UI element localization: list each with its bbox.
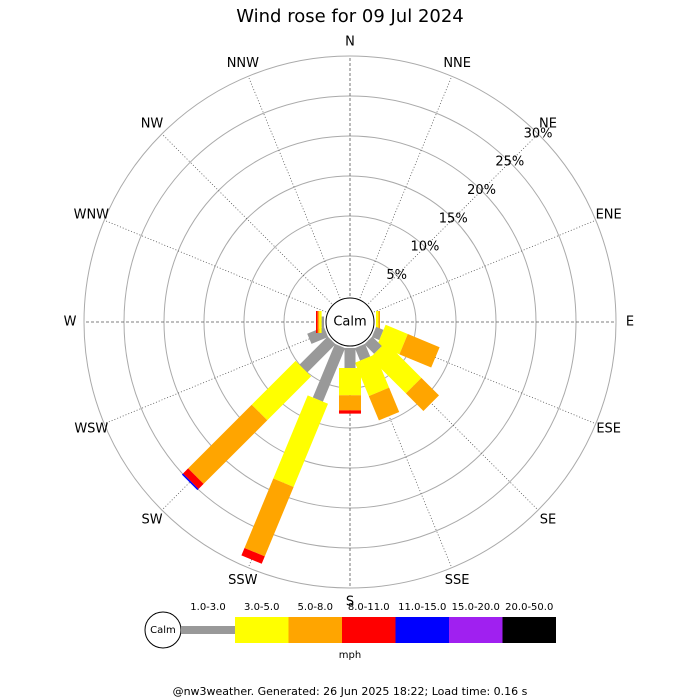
direction-label: SSW [228,573,258,588]
radial-line [104,219,327,313]
wind-bar [364,336,382,354]
legend-swatch [288,617,342,643]
direction-label: SW [141,512,162,527]
direction-label: ENE [596,207,622,222]
wind-bar [370,342,422,394]
r-tick-label: 20% [467,183,496,198]
wind-bar [183,468,204,489]
wind-bar [355,354,390,397]
legend-label: 1.0-3.0 [190,602,225,613]
direction-label: NE [539,117,557,132]
wind-bar [339,410,361,414]
grid-ring [83,55,617,589]
legend-swatch [502,617,556,643]
direction-label: ESE [596,422,621,437]
wind-bar [299,336,336,373]
calm-label: Calm [333,315,366,330]
radial-line [373,219,596,313]
wind-bar [405,377,439,411]
wind-bar [354,343,371,361]
wind-bar [399,334,440,368]
wind-bar [339,395,361,411]
calm-circle [325,297,375,347]
legend-label: 5.0-8.0 [298,602,333,613]
legend-swatch [235,617,289,643]
r-tick-label: 30% [524,126,553,141]
direction-label: WNW [74,207,110,222]
wind-bar [321,316,324,328]
legend-swatch [342,617,396,643]
wind-bar [317,311,320,333]
direction-label: NNW [227,56,259,71]
legend-calm-label: Calm [150,625,176,636]
chart-title: Wind rose for 09 Jul 2024 [236,6,464,27]
wind-bar [307,326,329,344]
direction-label: SE [540,512,556,527]
direction-label: E [626,315,634,330]
wind-bar [273,395,328,487]
legend-swatch [395,617,449,643]
r-tick-label: 15% [439,211,468,226]
wind-bar [368,387,400,421]
legend-swatch [449,617,503,643]
r-tick-label: 10% [411,240,440,255]
direction-label: N [345,35,355,50]
wind-bar [181,473,199,491]
legend-unit: mph [339,650,361,661]
legend-label: 3.0-5.0 [244,602,279,613]
radial-line [104,331,327,425]
direction-label: NW [141,117,164,132]
wind-bar [241,548,265,564]
legend-label: 8.0-11.0 [348,602,390,613]
radial-line [359,76,453,299]
wind-bar [319,311,322,333]
legend-label: 11.0-15.0 [398,602,446,613]
direction-label: WSW [74,422,108,437]
legend-swatch [181,626,235,634]
direction-label: S [346,595,354,610]
radial-line [247,76,341,299]
footer: @nw3weather. Generated: 26 Jun 2025 18:2… [173,685,528,698]
wind-bar [312,343,346,402]
direction-label: NNE [443,56,471,71]
wind-bar [339,368,361,396]
wind-bar [344,348,356,368]
wind-bar [251,360,312,421]
wind-bar [316,311,318,333]
r-tick-label: 5% [386,268,407,283]
legend-label: 20.0-50.0 [505,602,553,613]
radial-line [368,133,539,304]
radial-line [161,133,332,304]
wind-bar [188,404,268,484]
direction-label: W [64,315,77,330]
wind-bar [371,326,384,341]
direction-label: SSE [445,573,470,588]
r-tick-label: 25% [495,155,524,170]
legend-label: 15.0-20.0 [452,602,500,613]
wind-bar [244,478,294,557]
wind-bar [378,311,380,333]
